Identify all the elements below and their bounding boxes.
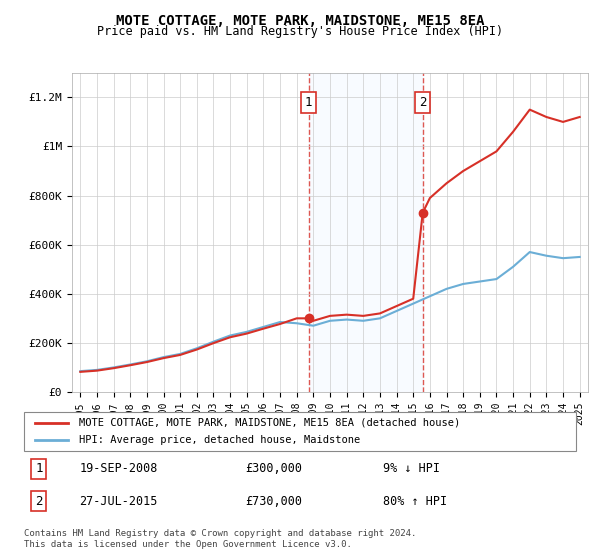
Text: Price paid vs. HM Land Registry's House Price Index (HPI): Price paid vs. HM Land Registry's House … bbox=[97, 25, 503, 38]
Text: 1: 1 bbox=[305, 96, 313, 109]
Text: 2: 2 bbox=[419, 96, 427, 109]
Text: HPI: Average price, detached house, Maidstone: HPI: Average price, detached house, Maid… bbox=[79, 435, 361, 445]
Text: 27-JUL-2015: 27-JUL-2015 bbox=[79, 494, 158, 508]
Text: £730,000: £730,000 bbox=[245, 494, 302, 508]
Text: 9% ↓ HPI: 9% ↓ HPI bbox=[383, 463, 440, 475]
Text: 1: 1 bbox=[35, 463, 43, 475]
Text: MOTE COTTAGE, MOTE PARK, MAIDSTONE, ME15 8EA: MOTE COTTAGE, MOTE PARK, MAIDSTONE, ME15… bbox=[116, 14, 484, 28]
FancyBboxPatch shape bbox=[24, 412, 576, 451]
Text: 80% ↑ HPI: 80% ↑ HPI bbox=[383, 494, 447, 508]
Text: 2: 2 bbox=[35, 494, 43, 508]
Text: MOTE COTTAGE, MOTE PARK, MAIDSTONE, ME15 8EA (detached house): MOTE COTTAGE, MOTE PARK, MAIDSTONE, ME15… bbox=[79, 418, 460, 428]
Bar bbox=[308, 73, 423, 392]
Text: 19-SEP-2008: 19-SEP-2008 bbox=[79, 463, 158, 475]
Text: £300,000: £300,000 bbox=[245, 463, 302, 475]
Text: Contains HM Land Registry data © Crown copyright and database right 2024.
This d: Contains HM Land Registry data © Crown c… bbox=[24, 529, 416, 549]
